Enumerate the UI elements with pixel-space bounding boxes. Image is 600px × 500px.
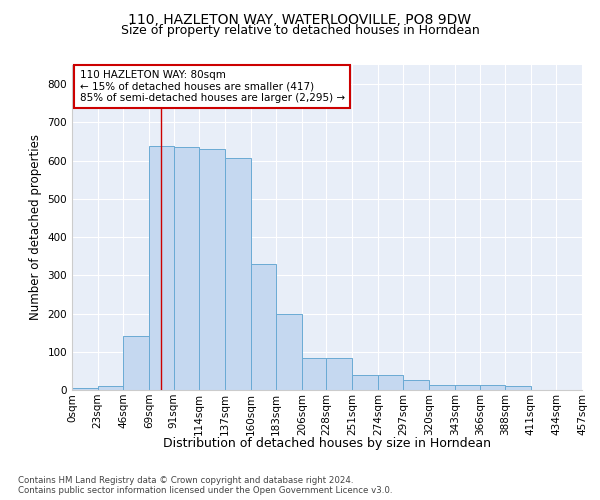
Bar	[199, 149, 225, 390]
Text: Distribution of detached houses by size in Horndean: Distribution of detached houses by size …	[163, 438, 491, 450]
Bar	[251, 264, 276, 390]
Bar	[98, 386, 124, 390]
Bar	[403, 380, 429, 390]
Text: 110 HAZLETON WAY: 80sqm
← 15% of detached houses are smaller (417)
85% of semi-d: 110 HAZLETON WAY: 80sqm ← 15% of detache…	[80, 70, 345, 103]
Text: Size of property relative to detached houses in Horndean: Size of property relative to detached ho…	[121, 24, 479, 37]
Bar	[481, 386, 505, 390]
Bar	[124, 336, 149, 390]
Text: 110, HAZLETON WAY, WATERLOOVILLE, PO8 9DW: 110, HAZLETON WAY, WATERLOOVILLE, PO8 9D…	[128, 12, 472, 26]
Bar	[276, 314, 302, 390]
Bar	[326, 358, 352, 390]
Bar	[225, 158, 251, 390]
Text: Contains HM Land Registry data © Crown copyright and database right 2024.
Contai: Contains HM Land Registry data © Crown c…	[18, 476, 392, 495]
Bar	[582, 388, 600, 390]
Bar	[455, 386, 481, 390]
Bar	[173, 147, 199, 390]
Bar	[378, 374, 403, 390]
Y-axis label: Number of detached properties: Number of detached properties	[29, 134, 42, 320]
Bar	[149, 146, 173, 390]
Bar	[72, 388, 98, 390]
Bar	[429, 386, 455, 390]
Bar	[352, 374, 378, 390]
Bar	[505, 386, 530, 390]
Bar	[302, 358, 326, 390]
